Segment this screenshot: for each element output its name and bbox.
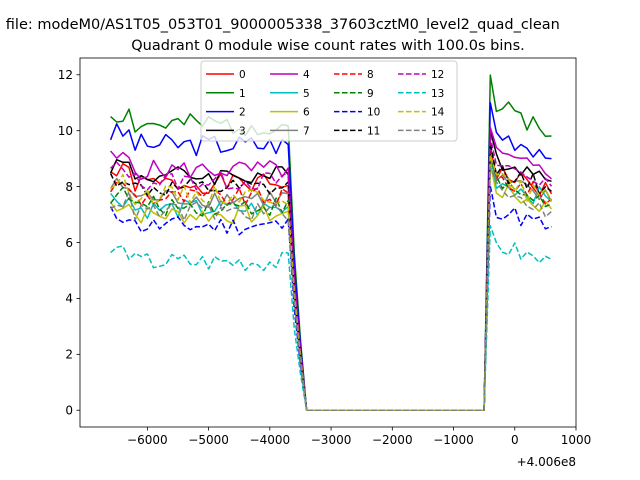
- legend-label-2: 2: [239, 107, 246, 119]
- x-tick-label: 0: [511, 433, 519, 447]
- x-tick-label: −6000: [127, 433, 168, 447]
- axes-layer: −6000 −5000 −4000 −3000 −2000 −1000 0 1000 0 2 4 6 8…: [58, 57, 592, 447]
- chart-title: Quadrant 0 module wise count rates with …: [131, 38, 525, 54]
- legend-label-13: 13: [431, 88, 444, 100]
- y-tick-label: 0: [65, 404, 73, 418]
- x-tick-label: −3000: [311, 433, 352, 447]
- x-tick-label: −5000: [188, 433, 229, 447]
- y-tick-label: 6: [65, 236, 73, 250]
- legend-label-4: 4: [303, 69, 310, 81]
- legend-box: [200, 60, 458, 142]
- x-tick-label: −4000: [250, 433, 291, 447]
- chart-suptitle: n file: modeM0/AS1T05_053T01_9000005338_…: [0, 17, 560, 33]
- legend-label-12: 12: [431, 69, 444, 81]
- legend-label-3: 3: [239, 125, 246, 137]
- legend-label-10: 10: [367, 107, 380, 119]
- legend-label-9: 9: [367, 88, 374, 100]
- legend-label-14: 14: [431, 107, 445, 119]
- x-tick-label: 1000: [561, 433, 592, 447]
- legend-label-5: 5: [303, 88, 310, 100]
- y-tick-label: 4: [65, 292, 73, 306]
- legend-label-7: 7: [303, 125, 310, 137]
- legend-label-11: 11: [367, 125, 380, 137]
- legend-label-0: 0: [239, 69, 246, 81]
- legend-label-1: 1: [239, 88, 246, 100]
- y-tick-label: 8: [65, 180, 73, 194]
- series-15-line: [110, 166, 552, 411]
- y-tick-label: 12: [58, 68, 73, 82]
- x-tick-label: −1000: [433, 433, 474, 447]
- x-offset-label: +4.006e8: [517, 455, 576, 469]
- legend-label-6: 6: [303, 107, 310, 119]
- legend-label-8: 8: [367, 69, 374, 81]
- legend-label-15: 15: [431, 125, 444, 137]
- series-layer: [109, 74, 553, 411]
- y-tick-label: 10: [58, 124, 73, 138]
- x-tick-label: −2000: [372, 433, 413, 447]
- y-tick-label: 2: [65, 348, 73, 362]
